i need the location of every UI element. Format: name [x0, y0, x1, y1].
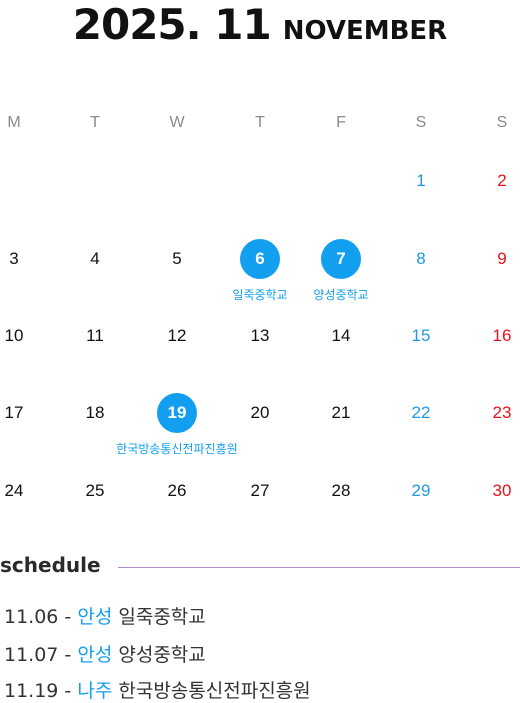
schedule-date: 11.19 - [4, 680, 72, 702]
calendar-day-event[interactable]: 19 [157, 393, 197, 433]
calendar-day[interactable]: 12 [167, 326, 187, 345]
schedule-header: schedule [0, 553, 520, 579]
schedule-date: 11.06 - [4, 606, 72, 628]
calendar-day[interactable]: 21 [331, 403, 351, 422]
calendar-day[interactable]: 13 [250, 326, 270, 345]
calendar-day[interactable]: 26 [167, 481, 187, 500]
weekday-label: S [415, 114, 427, 131]
schedule-place: 일죽중학교 [118, 606, 206, 628]
weekday-label: T [255, 114, 265, 131]
schedule-city: 안성 [77, 606, 113, 628]
weekday-label: W [169, 114, 185, 131]
event-label: 양성중학교 [313, 288, 369, 302]
schedule-city: 나주 [77, 680, 113, 702]
calendar-day[interactable]: 17 [4, 403, 24, 422]
calendar-day[interactable]: 2 [497, 171, 507, 190]
calendar-day-event[interactable]: 7 [321, 239, 361, 279]
calendar-day[interactable]: 9 [497, 249, 507, 268]
schedule-item: 11.19 - 나주 한국방송통신전파진흥원 [4, 676, 311, 703]
event-label: 일죽중학교 [232, 288, 288, 302]
calendar-title: 2025. 11 NOVEMBER [0, 0, 520, 49]
calendar-day[interactable]: 8 [416, 249, 426, 268]
calendar-day[interactable]: 14 [331, 326, 351, 345]
calendar-day[interactable]: 11 [86, 326, 104, 345]
calendar-day[interactable]: 24 [4, 481, 24, 500]
calendar-day[interactable]: 18 [85, 403, 105, 422]
calendar-day[interactable]: 1 [416, 171, 426, 190]
calendar-day[interactable]: 23 [492, 403, 512, 422]
month-name: NOVEMBER [282, 16, 448, 46]
calendar-day[interactable]: 3 [9, 249, 19, 268]
schedule-divider [118, 567, 520, 568]
calendar-day[interactable]: 27 [250, 481, 270, 500]
weekday-label: F [336, 114, 346, 131]
weekday-label: S [496, 114, 508, 131]
schedule-place: 양성중학교 [118, 644, 206, 666]
schedule-date: 11.07 - [4, 644, 72, 666]
year-month: 2025. 11 [72, 0, 272, 49]
weekday-label: T [90, 114, 100, 131]
weekday-label: M [7, 114, 21, 131]
calendar-grid: M T W T F S S 1 2 3 4 5 6 일죽중학교 7 양성중학교 8 9 10 11 12 13 14 15 16… [4, 114, 512, 500]
schedule-heading: schedule [0, 553, 101, 577]
calendar-day[interactable]: 29 [411, 481, 431, 500]
event-label: 한국방송통신전파진흥원 [116, 442, 238, 456]
schedule-item: 11.07 - 안성 양성중학교 [4, 640, 206, 667]
calendar-day-event[interactable]: 6 [240, 239, 280, 279]
calendar-day[interactable]: 28 [331, 481, 351, 500]
calendar-day[interactable]: 20 [250, 403, 270, 422]
schedule-place: 한국방송통신전파진흥원 [118, 680, 311, 702]
calendar-day[interactable]: 30 [492, 481, 512, 500]
calendar-day[interactable]: 15 [411, 326, 431, 345]
schedule-item: 11.06 - 안성 일죽중학교 [4, 602, 206, 629]
calendar-day[interactable]: 5 [172, 249, 182, 268]
schedule-city: 안성 [77, 644, 113, 666]
calendar-day[interactable]: 16 [492, 326, 512, 345]
calendar-day[interactable]: 25 [85, 481, 105, 500]
calendar-day[interactable]: 4 [90, 249, 100, 268]
calendar-day[interactable]: 22 [411, 403, 431, 422]
calendar-day[interactable]: 10 [4, 326, 24, 345]
